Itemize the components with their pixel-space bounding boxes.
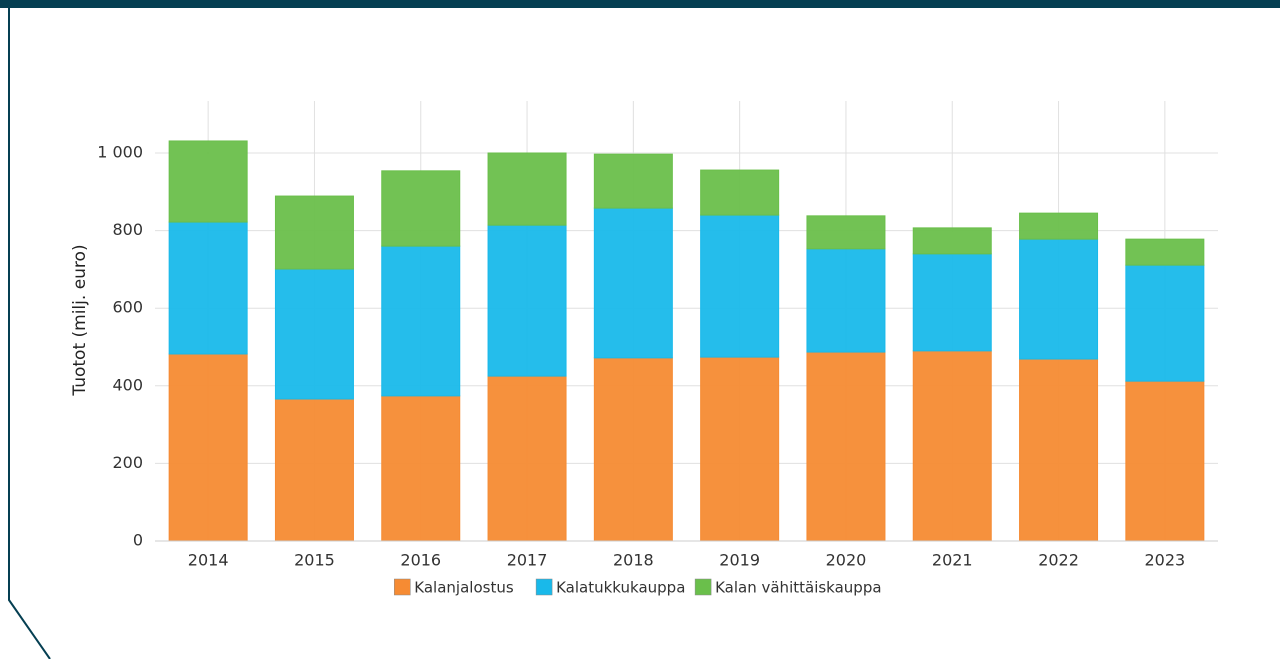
- x-tick-label: 2017: [507, 551, 548, 570]
- bar-segment: [168, 353, 248, 542]
- bar-segment: [381, 170, 461, 247]
- y-tick-label: 600: [112, 298, 143, 317]
- bar-segment: [381, 395, 461, 542]
- x-tick-label: 2021: [932, 551, 973, 570]
- bar-segment: [168, 140, 248, 223]
- bar-segment: [274, 195, 354, 270]
- bar-segment: [1019, 238, 1099, 360]
- bar-segment: [700, 356, 780, 542]
- legend-label: Kalanjalostus: [414, 579, 514, 597]
- y-axis-label: Tuotot (milj. euro): [70, 244, 90, 396]
- legend-swatch: [535, 578, 553, 596]
- legend-label: Kalan vähittäiskauppa: [715, 579, 881, 597]
- x-tick-label: 2020: [826, 551, 867, 570]
- bar-segment: [912, 253, 992, 352]
- legend-swatch: [694, 578, 712, 596]
- x-tick-label: 2016: [400, 551, 441, 570]
- top-bar: [0, 0, 1280, 8]
- x-tick-label: 2019: [719, 551, 760, 570]
- bar-segment: [274, 268, 354, 400]
- bar-segment: [1125, 380, 1205, 542]
- bar-segment: [487, 224, 567, 377]
- bar-segment: [168, 221, 248, 355]
- bar-segment: [806, 215, 886, 250]
- bar-segment: [487, 375, 567, 542]
- bar-segment: [1019, 358, 1099, 542]
- bar-segment: [487, 152, 567, 226]
- bar-segment: [912, 227, 992, 255]
- x-tick-label: 2022: [1038, 551, 1079, 570]
- bar-segment: [274, 398, 354, 542]
- bar-segment: [593, 207, 673, 359]
- y-tick-label: 1 000: [97, 142, 143, 161]
- bar-segment: [1125, 238, 1205, 266]
- bar-segment: [806, 248, 886, 353]
- bar-segment: [381, 245, 461, 397]
- x-tick-label: 2014: [188, 551, 229, 570]
- bar-segment: [806, 351, 886, 542]
- bar-segment: [593, 153, 673, 209]
- y-tick-label: 200: [112, 453, 143, 472]
- frame-line: [8, 8, 51, 659]
- bar-segment: [593, 357, 673, 542]
- x-tick-label: 2015: [294, 551, 335, 570]
- y-tick-label: 800: [112, 220, 143, 239]
- y-tick-label: 400: [112, 375, 143, 394]
- bar-segment: [912, 350, 992, 542]
- bar-segment: [1125, 264, 1205, 382]
- bar-segment: [1019, 212, 1099, 240]
- x-tick-label: 2018: [613, 551, 654, 570]
- legend-swatch: [394, 578, 411, 596]
- legend-label: Kalatukkukauppa: [556, 579, 685, 597]
- bar-segment: [700, 169, 780, 216]
- y-tick-label: 0: [133, 531, 143, 550]
- x-tick-label: 2023: [1144, 551, 1185, 570]
- bar-segment: [700, 214, 780, 358]
